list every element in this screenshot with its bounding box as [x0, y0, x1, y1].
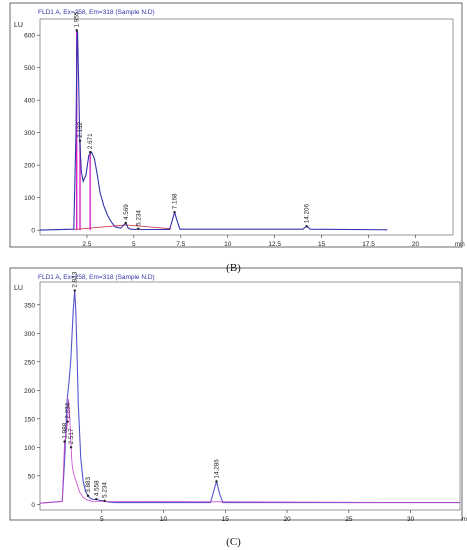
chart-c-y-tick-label: 150 — [24, 416, 35, 423]
chromatogram-b: FLD1 A, Ex=258, Em=318 (Sample N.D) LU min… — [0, 0, 467, 250]
chart-c-x-tick-label: 5 — [100, 516, 104, 523]
chart-b-x-tick-label: 15 — [318, 241, 326, 248]
chart-c-peak-label: 14.286 — [213, 459, 220, 479]
chart-b-peak-label: 4.569 — [123, 204, 130, 220]
chart-b-peak-label: 7.168 — [172, 193, 179, 209]
chart-c-peak-label: 2.813 — [72, 271, 79, 287]
chart-c-peak-label: 1.988 — [62, 422, 69, 438]
chart-c-peak-apex — [69, 446, 73, 449]
chart-c-plot-area — [39, 281, 461, 511]
chart-c-x-tick-label: 25 — [345, 516, 353, 523]
chromatogram-c-plot: FLD1 A, Ex=258, Em=318 (Sample N.D) LU min… — [9, 267, 467, 523]
chart-c-title: FLD1 A, Ex=258, Em=318 (Sample N.D) — [38, 274, 155, 281]
chart-b-ylabel: LU — [14, 22, 23, 29]
chart-c-trace — [39, 398, 461, 504]
chart-c-x-tick-label: 30 — [407, 516, 415, 523]
chart-b-peak-label: 5.234 — [135, 210, 142, 226]
chart-c-x-tick-label: 15 — [222, 516, 230, 523]
chart-b-x-tick-label: 5 — [132, 241, 136, 248]
chart-b-x-tick-label: 20 — [412, 241, 420, 248]
chart-c-peak-apex — [95, 497, 98, 501]
chart-c-y-tick-label: 100 — [24, 445, 35, 452]
chart-b-y-tick-label: 0 — [31, 228, 35, 235]
chart-b-x-tick-label: 12.5 — [268, 241, 281, 248]
chart-c-x-tick-label: 20 — [283, 516, 291, 523]
chart-b-title: FLD1 A, Ex=258, Em=318 (Sample N.D) — [38, 9, 155, 16]
chart-c-peak-apex — [73, 289, 76, 292]
chart-c-frame — [9, 267, 463, 521]
chart-b-peak-apex — [78, 139, 82, 143]
chart-c-peak-apex — [66, 420, 69, 423]
chart-b-y-tick-label: 200 — [24, 163, 35, 170]
chart-b-peak-label: 2.671 — [87, 133, 94, 149]
chart-b-peak-label: 1.955 — [74, 11, 81, 27]
chart-b-peak-apex — [137, 227, 140, 231]
chart-c-peak-label: 3.883 — [85, 476, 92, 492]
chart-c-y-tick-label: 350 — [24, 302, 35, 309]
chart-b-y-tick-label: 100 — [24, 195, 35, 202]
chart-c-ylabel: LU — [14, 285, 23, 292]
chart-b-peak-apex — [305, 225, 308, 228]
chart-b-xlabel: min — [455, 242, 465, 248]
chart-b-peak-apex — [173, 211, 176, 214]
chart-c-peak-apex — [215, 480, 218, 483]
chart-c-xlabel: min — [462, 517, 467, 523]
chart-c-peak-label: 5.234 — [102, 482, 109, 498]
chart-c-y-tick-label: 300 — [24, 331, 35, 338]
chart-c-x-tick-label: 10 — [160, 516, 168, 523]
chart-b-frame — [9, 2, 463, 248]
chart-c-peak-label: 4.558 — [93, 480, 100, 496]
chart-c-peak-label: 2.234 — [65, 402, 72, 418]
chart-b-x-tick-label: 17.5 — [362, 241, 375, 248]
chart-b-x-tick-label: 10 — [224, 241, 232, 248]
chart-c-peak-label: 2.517 — [68, 428, 75, 444]
chart-c-y-tick-label: 50 — [28, 473, 36, 480]
chart-b-y-tick-label: 300 — [24, 130, 35, 137]
chart-b-peak-label: 14.206 — [304, 203, 311, 223]
chromatogram-c: FLD1 A, Ex=258, Em=318 (Sample N.D) LU min… — [0, 262, 467, 524]
chart-c-y-tick-label: 250 — [24, 359, 35, 366]
chart-b-peak-apex — [75, 29, 78, 32]
chart-b-y-tick-label: 600 — [24, 33, 35, 40]
chart-c-trace — [39, 290, 460, 504]
chart-b-plot-area — [39, 18, 454, 236]
chart-b-trace — [39, 30, 388, 231]
chart-c-y-tick-label: 200 — [24, 388, 35, 395]
chart-b-y-tick-label: 500 — [24, 65, 35, 72]
chart-c-y-tick-label: 0 — [31, 502, 35, 509]
chart-b-peak-apex — [124, 221, 127, 225]
chromatogram-b-plot: FLD1 A, Ex=258, Em=318 (Sample N.D) LU min… — [9, 2, 465, 248]
chart-b-peak-apex — [88, 150, 92, 154]
chart-c-peak-apex — [63, 440, 66, 443]
chart-b-x-tick-label: 7.5 — [176, 241, 185, 248]
caption-c: (C) — [226, 536, 241, 548]
chart-c-peak-apex — [86, 494, 90, 497]
chart-c-peak-apex — [103, 499, 106, 503]
chart-b-x-tick-label: 2.5 — [82, 241, 91, 248]
chart-b-peak-label: 2.132 — [77, 122, 84, 138]
chart-b-y-tick-label: 400 — [24, 98, 35, 105]
